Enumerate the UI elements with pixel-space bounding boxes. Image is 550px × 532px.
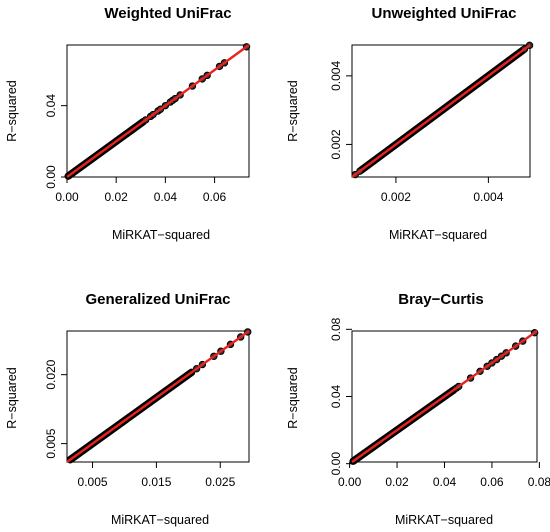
y-axis-label: R−squared [5, 80, 19, 142]
x-axis-label: MiRKAT−squared [395, 513, 493, 527]
x-tick-label: 0.005 [78, 475, 108, 489]
x-tick-label: 0.015 [141, 475, 171, 489]
y-tick-label: 0.00 [329, 452, 343, 476]
fit-line [351, 44, 531, 178]
plot-frame [351, 44, 531, 178]
panel-title: Unweighted UniFrac [371, 5, 516, 22]
plot-frame [66, 44, 250, 178]
panel-title: Weighted UniFrac [104, 5, 231, 22]
x-axis-label: MiRKAT−squared [112, 228, 210, 242]
x-tick-label: 0.02 [105, 190, 129, 204]
x-tick-label: 0.04 [433, 475, 457, 489]
y-tick-label: 0.08 [329, 317, 343, 341]
y-tick-label: 0.005 [44, 428, 58, 458]
x-tick-label: 0.08 [528, 475, 550, 489]
x-tick-label: 0.00 [55, 190, 79, 204]
y-axis-label: R−squared [286, 80, 300, 142]
y-axis-label: R−squared [286, 367, 300, 429]
fit-line [66, 44, 250, 178]
panel-bray-curtis: Bray−Curtis MiRKAT−squared R−squared 0.0… [286, 291, 550, 527]
y-tick-label: 0.04 [44, 94, 58, 118]
y-tick-label: 0.004 [329, 61, 343, 91]
x-tick-label: 0.04 [154, 190, 178, 204]
x-axis-label: MiRKAT−squared [111, 513, 209, 527]
x-axis-label: MiRKAT−squared [389, 228, 487, 242]
panel-title: Generalized UniFrac [85, 291, 230, 308]
y-tick-label: 0.00 [44, 165, 58, 189]
plot-frame [66, 330, 250, 463]
x-tick-label: 0.025 [205, 475, 235, 489]
x-tick-label: 0.06 [203, 190, 227, 204]
panel-title: Bray−Curtis [398, 291, 483, 308]
y-axis-label: R−squared [5, 367, 19, 429]
x-tick-label: 0.02 [385, 475, 409, 489]
x-tick-label: 0.004 [473, 190, 503, 204]
y-tick-label: 0.020 [44, 359, 58, 389]
panel-weighted-unifrac: Weighted UniFrac MiRKAT−squared R−square… [5, 5, 251, 242]
y-tick-label: 0.002 [329, 129, 343, 159]
fit-line [66, 330, 250, 463]
x-tick-label: 0.002 [381, 190, 411, 204]
y-tick-label: 0.04 [329, 384, 343, 408]
fit-line [351, 330, 538, 463]
x-tick-label: 0.06 [480, 475, 504, 489]
panel-unweighted-unifrac: Unweighted UniFrac MiRKAT−squared R−squa… [286, 5, 534, 242]
x-tick-label: 0.00 [338, 475, 362, 489]
panel-generalized-unifrac: Generalized UniFrac MiRKAT−squared R−squ… [5, 291, 252, 527]
